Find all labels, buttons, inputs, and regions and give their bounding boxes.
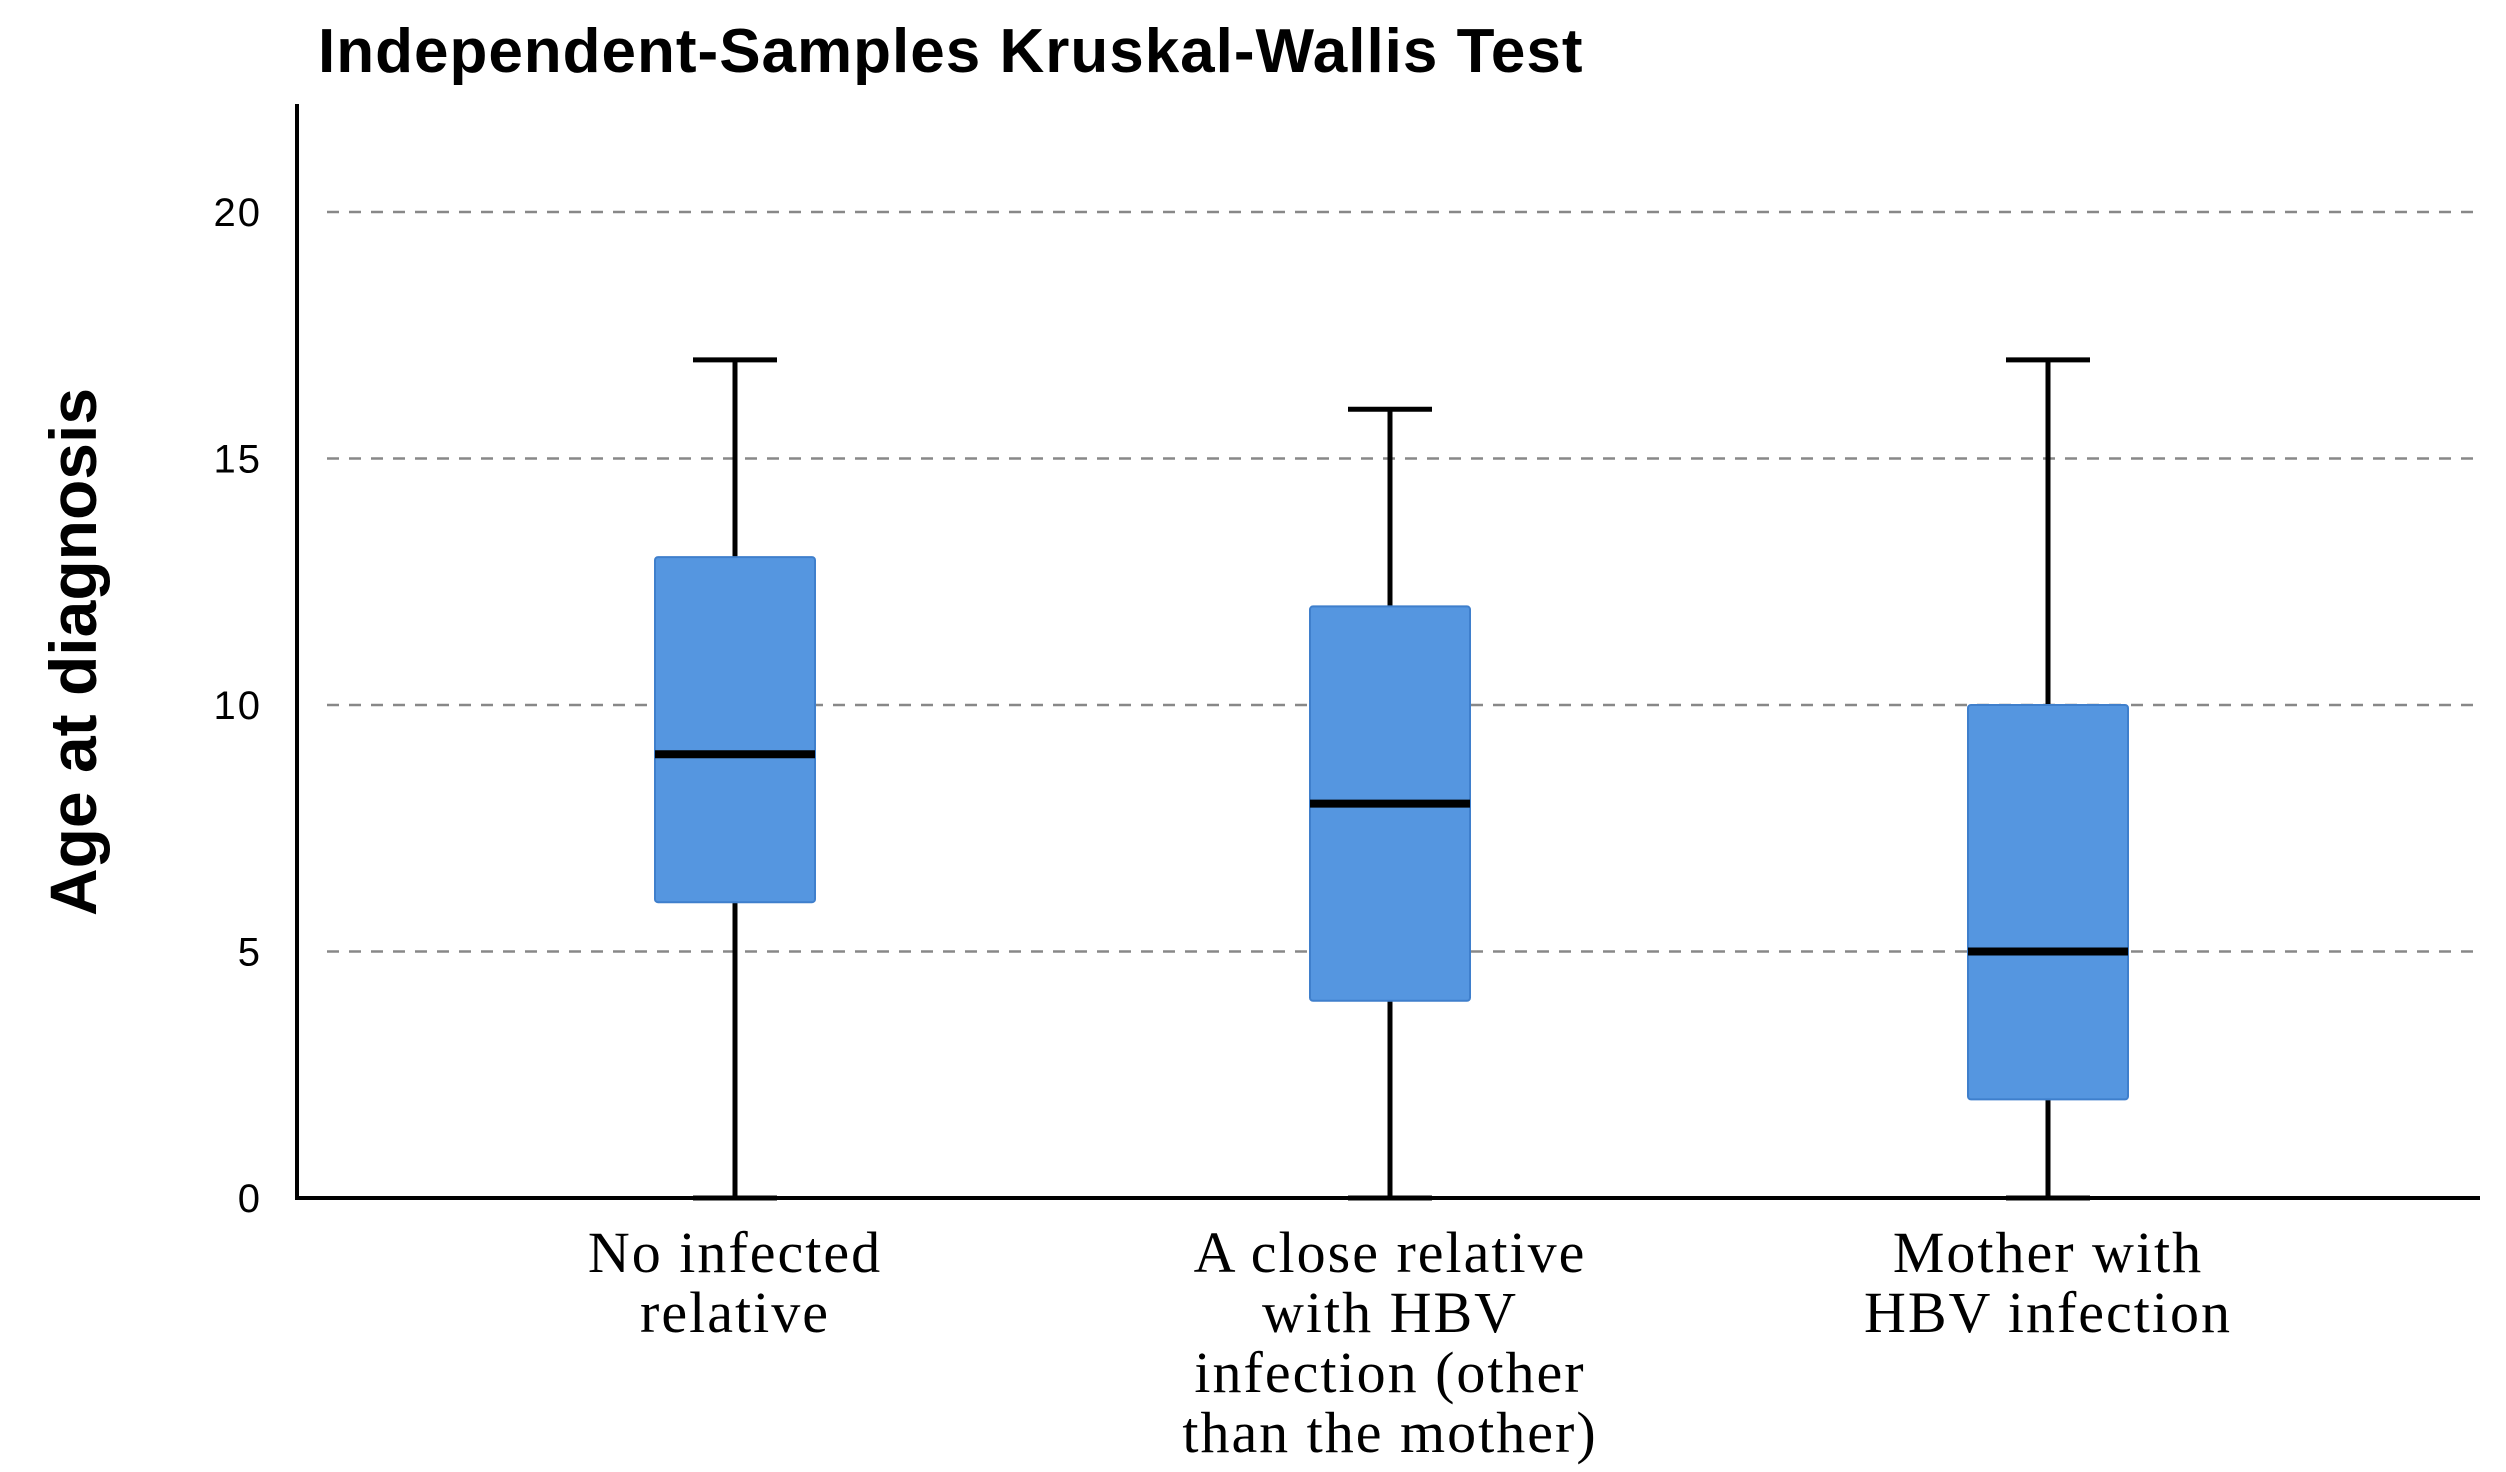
y-tick-label: 5 [238, 931, 262, 975]
box-group [1309, 406, 1471, 1201]
y-axis-label: Age at diagnosis [36, 388, 110, 916]
y-axis-ticks: 0 5 10 15 20 [214, 191, 263, 1221]
y-tick-label: 15 [214, 438, 263, 482]
box-group [1967, 357, 2129, 1201]
axes [295, 104, 2480, 1200]
category-label: than the mother) [1182, 1400, 1597, 1465]
y-tick-label: 10 [214, 684, 263, 728]
category-label: infection (other [1194, 1340, 1585, 1405]
box-iqr [654, 556, 816, 904]
category-label: No infected [588, 1220, 882, 1285]
y-tick-label: 0 [238, 1177, 262, 1221]
boxes [654, 357, 2129, 1201]
box-iqr [1967, 704, 2129, 1101]
box-group [654, 357, 816, 1201]
category-label: with HBV [1262, 1280, 1518, 1345]
category-label: A close relative [1194, 1220, 1587, 1285]
category-label: Mother with [1893, 1220, 2203, 1285]
y-tick-label: 20 [214, 191, 263, 235]
chart-title: Independent-Samples Kruskal-Wallis Test [318, 17, 1584, 86]
category-label: relative [640, 1280, 830, 1345]
category-label: HBV infection [1864, 1280, 2232, 1345]
